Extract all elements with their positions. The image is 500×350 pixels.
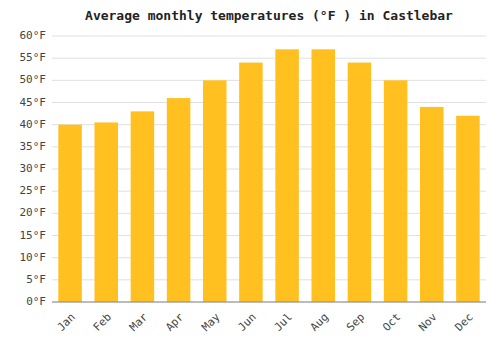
bar	[94, 122, 118, 302]
grid-line	[52, 80, 486, 81]
bar	[203, 80, 227, 302]
x-tick-label: Mar	[127, 310, 151, 334]
y-tick-label: 30°F	[20, 162, 47, 175]
bar	[239, 63, 263, 302]
y-tick-label: 0°F	[26, 295, 46, 308]
y-axis: 0°F 5°F 10°F 15°F 20°F 25°F 30°F 35°F 40°F 45°F 50…	[20, 29, 47, 308]
bar	[58, 125, 82, 302]
y-tick-label: 60°F	[20, 29, 47, 42]
y-tick-label: 45°F	[20, 96, 47, 109]
y-tick-label: 15°F	[20, 229, 47, 242]
bar	[348, 63, 372, 302]
grid-line	[52, 36, 486, 37]
x-tick-label: Aug	[308, 311, 331, 334]
x-tick-label: Jun	[235, 311, 258, 334]
grid-line	[52, 102, 486, 103]
title: Average monthly temperatures (°F ) in Ca…	[85, 8, 453, 23]
y-tick-label: 55°F	[20, 51, 47, 64]
y-tick-label: 10°F	[20, 251, 47, 264]
x-tick-label: Dec	[452, 311, 475, 334]
chart: 0°F 5°F 10°F 15°F 20°F 25°F 30°F 35°F 40°F 45°F 50…	[0, 0, 500, 350]
x-tick-label: Jul	[272, 311, 295, 334]
y-tick-label: 25°F	[20, 184, 47, 197]
y-tick-label: 5°F	[26, 273, 46, 286]
bar	[275, 49, 299, 302]
x-tick-label: Nov	[416, 310, 440, 334]
bar	[420, 107, 444, 302]
y-tick-label: 35°F	[20, 140, 47, 153]
y-tick-label: 50°F	[20, 73, 47, 86]
x-tick-label: May	[199, 310, 223, 334]
x-tick-label: Sep	[344, 311, 367, 334]
bars	[58, 49, 479, 302]
y-tick-label: 40°F	[20, 118, 47, 131]
bar	[131, 111, 155, 302]
x-tick-label: Feb	[91, 311, 114, 334]
grid-line	[52, 58, 486, 59]
x-axis-line	[52, 302, 486, 303]
bar	[167, 98, 191, 302]
x-tick-label: Oct	[380, 311, 403, 334]
bar	[456, 116, 480, 302]
x-tick-label: Jan	[55, 311, 78, 334]
bar	[311, 49, 335, 302]
y-tick-label: 20°F	[20, 206, 47, 219]
x-axis: Jan Feb Mar Apr May Jun Jul Aug Sep Oct Nov Dec	[55, 310, 476, 334]
grid	[52, 36, 486, 302]
x-tick-label: Apr	[163, 310, 187, 334]
bar	[384, 80, 408, 302]
grid-line	[52, 302, 486, 303]
